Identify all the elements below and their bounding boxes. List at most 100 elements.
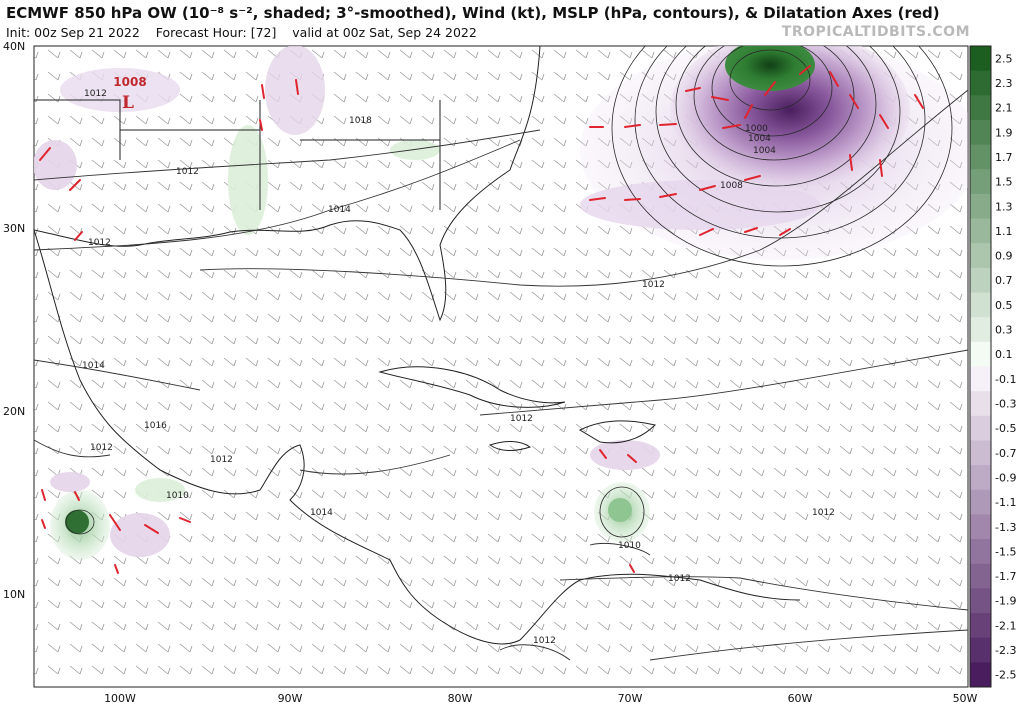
site-watermark: TROPICALTIDBITS.COM <box>781 24 970 40</box>
svg-text:50W: 50W <box>953 692 978 705</box>
low-center-symbol: L <box>122 93 134 113</box>
colorbar-tick-label: -1.7 <box>995 570 1016 583</box>
colorbar-swatch <box>970 637 991 663</box>
colorbar-swatch <box>970 193 991 220</box>
colorbar-tick-label: 1.5 <box>995 176 1013 189</box>
colorbar-tick-label: -1.9 <box>995 595 1016 608</box>
colorbar-tick-label: 1.7 <box>995 151 1013 164</box>
svg-text:60W: 60W <box>788 692 813 705</box>
colorbar-swatch <box>970 95 991 121</box>
svg-text:20N: 20N <box>3 405 25 418</box>
svg-text:1000: 1000 <box>745 124 768 134</box>
colorbar-tick-label: -1.5 <box>995 545 1016 558</box>
init-time: Init: 00z Sep 21 2022 <box>6 25 140 40</box>
isobar-contours <box>34 89 968 661</box>
svg-text:1012: 1012 <box>510 414 533 424</box>
colorbar-tick-label: 0.3 <box>995 324 1013 337</box>
colorbar-swatch <box>970 539 991 565</box>
isobar-labels: 1018 1012 1014 1012 1012 1014 1016 1012 … <box>82 89 835 646</box>
svg-text:1008: 1008 <box>720 181 743 191</box>
svg-text:1012: 1012 <box>88 238 111 248</box>
colorbar-swatch <box>970 465 991 491</box>
colorbar-swatch <box>970 662 991 688</box>
svg-text:1012: 1012 <box>84 89 107 99</box>
colorbar-tick-label: -0.9 <box>995 471 1016 484</box>
colorbar-swatch <box>970 563 991 589</box>
svg-text:1014: 1014 <box>82 361 105 371</box>
colorbar-tick-label: 1.1 <box>995 225 1013 238</box>
colorbar-swatch <box>970 119 991 146</box>
low-center-pressure: 1008 <box>113 75 146 89</box>
colorbar-tick-label: 2.1 <box>995 102 1013 115</box>
colorbar-swatch <box>970 46 991 72</box>
svg-text:1012: 1012 <box>210 455 233 465</box>
low-center-marker: 1008 L <box>113 75 146 113</box>
colorbar-swatch <box>970 169 991 195</box>
svg-text:30N: 30N <box>3 222 25 235</box>
colorbar-tick-label: -2.3 <box>995 644 1016 657</box>
forecast-hour: Forecast Hour: [72] <box>155 25 277 40</box>
map-title: ECMWF 850 hPa OW (10⁻⁸ s⁻², shaded; 3°-s… <box>6 4 940 22</box>
svg-text:1014: 1014 <box>310 508 333 518</box>
colorbar-swatch <box>970 292 991 318</box>
colorbar-swatch <box>970 144 991 170</box>
svg-text:90W: 90W <box>278 692 303 705</box>
svg-text:10N: 10N <box>3 588 25 601</box>
colorbar-swatch <box>970 415 991 441</box>
svg-text:1012: 1012 <box>176 167 199 177</box>
svg-text:80W: 80W <box>448 692 473 705</box>
colorbar-swatch <box>970 317 991 343</box>
colorbar-tick-label: 2.5 <box>995 52 1013 65</box>
colorbar-swatch <box>970 366 991 392</box>
longitude-labels: 100W 90W 80W 70W 60W 50W <box>104 692 977 705</box>
svg-text:1012: 1012 <box>812 508 835 518</box>
valid-time: valid at 00z Sat, Sep 24 2022 <box>292 25 477 40</box>
svg-text:1010: 1010 <box>166 491 189 501</box>
colorbar-swatch <box>970 218 991 244</box>
colorbar-swatch <box>970 70 991 96</box>
colorbar-swatch <box>970 267 991 294</box>
colorbar-swatch <box>970 440 991 466</box>
colorbar-swatch <box>970 243 991 269</box>
colorbar-swatch <box>970 489 991 515</box>
colorbar-tick-label: 1.3 <box>995 200 1013 213</box>
colorbar-swatch <box>970 341 991 367</box>
colorbar-tick-label: -0.3 <box>995 397 1016 410</box>
colorbar: 2.5 2.3 2.1 1.9 1.7 1.5 1.3 1.1 0.9 0.7 0.5 0.3 0.1 -… <box>969 45 1016 688</box>
svg-text:1012: 1012 <box>642 280 665 290</box>
colorbar-tick-label: 0.9 <box>995 250 1013 263</box>
colorbar-frame <box>969 45 992 688</box>
coastlines <box>34 46 801 645</box>
svg-text:1012: 1012 <box>533 636 556 646</box>
svg-text:1012: 1012 <box>90 443 113 453</box>
colorbar-tick-label: 1.9 <box>995 126 1013 139</box>
colorbar-tick-label: -1.1 <box>995 496 1016 509</box>
svg-text:1004: 1004 <box>753 146 776 156</box>
colorbar-tick-label: -0.7 <box>995 447 1016 460</box>
low-pressure-isobars <box>65 46 953 538</box>
colorbar-tick-label: 0.1 <box>995 348 1013 361</box>
map-subtitle: Init: 00z Sep 21 2022 Forecast Hour: [72… <box>6 25 477 40</box>
colorbar-tick-label: -2.5 <box>995 669 1016 682</box>
svg-text:1010: 1010 <box>618 541 641 551</box>
latitude-labels: 40N 30N 20N 10N <box>3 40 25 601</box>
colorbar-tick-label: -2.1 <box>995 619 1016 632</box>
colorbar-tick-label: 0.7 <box>995 274 1013 287</box>
dilatation-axes <box>39 65 924 574</box>
colorbar-tick-label: -0.1 <box>995 373 1016 386</box>
svg-text:1018: 1018 <box>349 116 372 126</box>
ow-shading <box>34 46 968 560</box>
colorbar-swatch <box>970 588 991 614</box>
colorbar-tick-label: 0.5 <box>995 299 1013 312</box>
svg-text:1016: 1016 <box>144 421 167 431</box>
colorbar-swatch <box>970 514 991 540</box>
svg-text:40N: 40N <box>3 40 25 53</box>
colorbar-swatch <box>970 613 991 639</box>
colorbar-tick-label: 2.3 <box>995 77 1013 90</box>
colorbar-tick-label: -1.3 <box>995 521 1016 534</box>
svg-text:1012: 1012 <box>668 574 691 584</box>
svg-text:1014: 1014 <box>328 205 351 215</box>
colorbar-swatch <box>970 391 991 417</box>
svg-text:100W: 100W <box>104 692 136 705</box>
